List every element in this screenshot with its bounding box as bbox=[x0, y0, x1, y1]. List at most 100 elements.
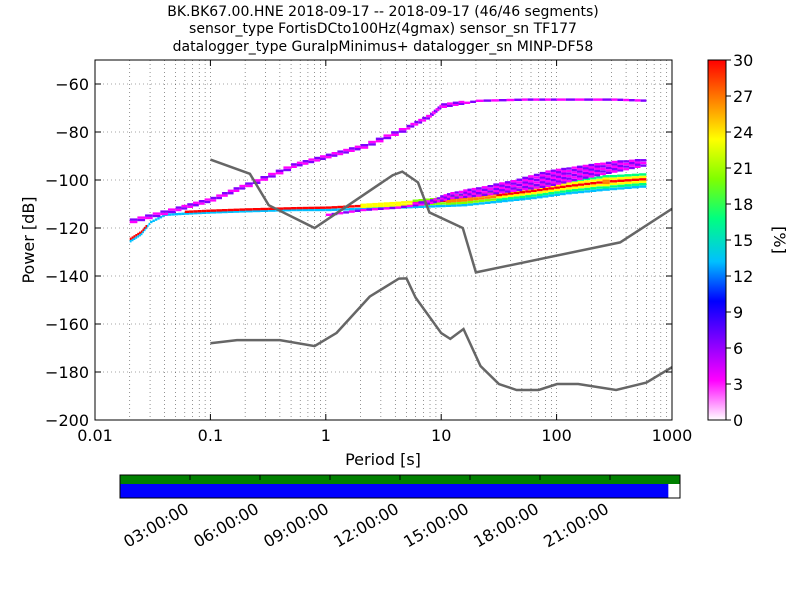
psd-cell bbox=[451, 199, 457, 203]
psd-cell bbox=[331, 206, 338, 209]
psd-cell bbox=[539, 181, 546, 184]
psd-cell bbox=[504, 188, 511, 191]
psd-cell bbox=[516, 186, 523, 189]
psd-cell bbox=[566, 169, 572, 173]
psd-cell bbox=[634, 159, 641, 162]
psd-cell bbox=[545, 182, 551, 185]
psd-cell bbox=[268, 175, 276, 178]
psd-cell bbox=[530, 189, 537, 192]
psd-cell bbox=[314, 156, 321, 160]
psd-cell bbox=[450, 194, 455, 197]
psd-cell bbox=[291, 207, 297, 210]
psd-cell bbox=[521, 98, 528, 101]
y-tick-label: −180 bbox=[45, 363, 89, 382]
psd-cell bbox=[525, 197, 531, 200]
psd-cell bbox=[406, 204, 413, 208]
time-tick-label: 06:00:00 bbox=[190, 499, 262, 551]
psd-cell bbox=[148, 222, 151, 226]
psd-cell bbox=[181, 207, 188, 210]
psd-cell bbox=[617, 177, 625, 180]
psd-cell bbox=[308, 208, 315, 212]
psd-cell bbox=[451, 202, 457, 205]
psd-cell bbox=[559, 188, 566, 191]
psd-cell bbox=[596, 181, 603, 184]
psd-cell bbox=[555, 168, 562, 172]
psd-cell bbox=[325, 153, 332, 156]
psd-cell bbox=[528, 187, 534, 190]
psd-heatmap bbox=[129, 98, 647, 243]
psd-cell bbox=[433, 109, 436, 112]
psd-cell bbox=[571, 176, 577, 179]
psd-cell bbox=[631, 186, 640, 189]
psd-cell bbox=[440, 199, 444, 202]
psd-cell bbox=[233, 210, 240, 213]
psd-cell bbox=[548, 189, 555, 192]
psd-cell bbox=[493, 192, 500, 195]
psd-cell bbox=[571, 184, 578, 187]
psd-cell bbox=[152, 219, 155, 222]
psd-cell bbox=[577, 188, 585, 191]
psd-cell bbox=[443, 194, 447, 197]
psd-cell bbox=[566, 172, 572, 175]
psd-cell bbox=[594, 167, 601, 170]
psd-cell bbox=[368, 140, 376, 144]
psd-cell bbox=[446, 193, 451, 196]
plot-frame bbox=[94, 59, 673, 421]
psd-cell bbox=[565, 192, 572, 195]
psd-cell bbox=[555, 180, 562, 183]
psd-cell bbox=[210, 199, 217, 202]
psd-cell bbox=[605, 166, 612, 170]
psd-cell bbox=[631, 181, 640, 184]
psd-cell bbox=[437, 108, 440, 112]
psd-cell bbox=[624, 186, 632, 189]
psd-cell bbox=[354, 209, 361, 212]
psd-cell bbox=[571, 186, 578, 189]
plot-background bbox=[95, 60, 672, 420]
psd-cell bbox=[131, 236, 134, 239]
psd-cell bbox=[440, 195, 444, 198]
psd-cell bbox=[623, 160, 630, 163]
psd-cell bbox=[439, 104, 442, 108]
psd-cell bbox=[533, 178, 540, 182]
psd-cell bbox=[283, 207, 292, 210]
psd-cell bbox=[611, 170, 618, 173]
psd-cell bbox=[463, 193, 468, 196]
psd-cell bbox=[137, 232, 140, 236]
psd-cell bbox=[631, 183, 640, 186]
psd-cell bbox=[181, 212, 185, 215]
psd-cell bbox=[401, 201, 407, 204]
psd-cell bbox=[533, 176, 540, 179]
psd-cell bbox=[418, 203, 425, 206]
psd-cell bbox=[582, 171, 589, 175]
psd-cell bbox=[590, 187, 597, 190]
psd-cell bbox=[530, 194, 537, 197]
colorbar-tick-label: 27 bbox=[733, 87, 753, 106]
psd-cell bbox=[473, 197, 479, 201]
psd-cell bbox=[283, 209, 292, 212]
psd-cell bbox=[565, 184, 572, 188]
psd-cell bbox=[193, 210, 198, 213]
psd-cell bbox=[565, 182, 572, 185]
psd-cell bbox=[187, 203, 194, 206]
psd-cell bbox=[467, 188, 472, 191]
psd-cell bbox=[337, 150, 344, 153]
psd-cell bbox=[590, 189, 597, 192]
psd-cell bbox=[471, 194, 476, 198]
psd-cell bbox=[542, 192, 549, 196]
psd-cell bbox=[456, 199, 462, 202]
colorbar-tick-label: 12 bbox=[733, 267, 753, 286]
psd-cell bbox=[533, 183, 540, 187]
psd-cell bbox=[499, 188, 505, 192]
psd-cell bbox=[302, 206, 309, 210]
psd-cell bbox=[216, 194, 222, 197]
psd-cell bbox=[550, 176, 556, 179]
psd-cell bbox=[245, 184, 253, 188]
psd-cell bbox=[640, 99, 647, 102]
psd-cell bbox=[565, 189, 572, 192]
psd-cell bbox=[609, 182, 618, 186]
psd-cell bbox=[343, 151, 349, 154]
psd-cell bbox=[493, 189, 500, 193]
psd-cell bbox=[140, 230, 143, 233]
psd-cell bbox=[629, 164, 635, 167]
psd-cell bbox=[507, 199, 514, 202]
